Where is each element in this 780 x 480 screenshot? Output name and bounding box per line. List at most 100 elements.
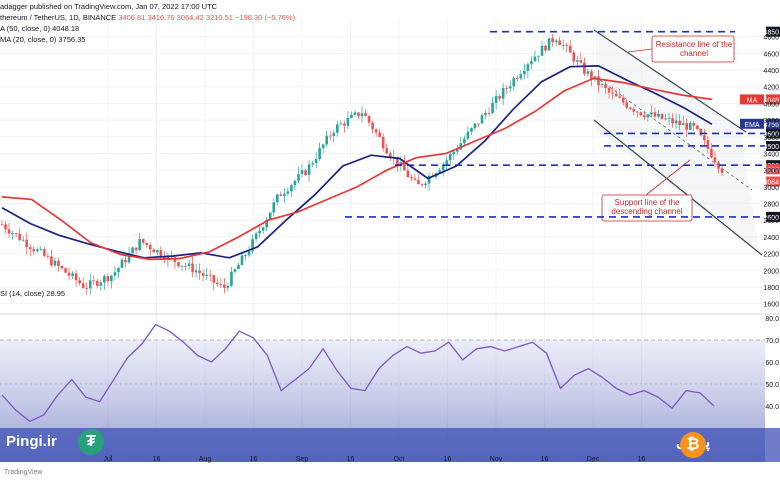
candle-body [600, 84, 604, 86]
candle-body [406, 170, 410, 178]
candle-body [540, 45, 544, 56]
support-line [593, 119, 763, 256]
rsi-tick-label: 80.0 [765, 316, 779, 323]
header-ema20: MA (20, close, 0) 3756.35 [0, 35, 86, 44]
candle-body [572, 52, 576, 62]
price-tag [766, 94, 780, 105]
candle-body [230, 271, 233, 286]
candle-body [681, 123, 685, 125]
candle-body [618, 96, 621, 98]
axes: 4800 4600 4400 4200 4000 3800 3600 3400 3200 3000… [104, 35, 780, 463]
y-tick-label: 2200 [763, 252, 779, 259]
candle-body [304, 170, 307, 175]
y-tick-label: 3600 [763, 135, 779, 142]
candle-body [364, 113, 367, 117]
candle-body [427, 176, 431, 184]
candle-body [706, 140, 710, 149]
candle-body [177, 262, 180, 267]
price-tag-value: 3756 [763, 122, 779, 129]
y-tick-label: 3800 [763, 118, 779, 125]
level-tag [766, 140, 780, 151]
candle-body [7, 229, 11, 234]
candle-body [191, 263, 194, 273]
y-tick-label: 3000 [763, 185, 779, 192]
candle-body [551, 38, 554, 43]
y-tick-label: 3200 [763, 168, 779, 175]
candle-body [607, 88, 611, 93]
candle-body [692, 122, 696, 126]
candles [0, 33, 724, 295]
candle-body [554, 40, 558, 43]
resistance-line [593, 29, 747, 133]
candle-body [561, 44, 565, 46]
candle-body [131, 247, 134, 254]
x-tick-label: 16 [153, 456, 161, 463]
candle-body [244, 255, 247, 257]
candle-body [604, 84, 607, 89]
candle-body [667, 118, 671, 120]
candle-body [628, 107, 632, 109]
header-line1: adagger published on TradingView.com, Ja… [0, 2, 218, 11]
candle-body [360, 113, 364, 117]
candle-body [378, 132, 381, 137]
candle-body [717, 162, 720, 169]
candle-body [533, 56, 537, 62]
candle-body [106, 276, 110, 282]
candle-body [420, 184, 424, 186]
price-tag-value: 3210 [763, 167, 779, 174]
candle-body [385, 148, 389, 154]
candle-body [424, 183, 427, 186]
price-tag-name: EMA [744, 122, 760, 129]
candle-body [325, 135, 329, 145]
candle-body [283, 193, 286, 197]
candle-body [664, 118, 667, 120]
descending-channel [593, 29, 763, 256]
candle-body [452, 151, 456, 155]
candle-body [650, 112, 653, 115]
tradingview-logo: TradingView [4, 469, 43, 476]
candle-body [212, 275, 216, 283]
ohlc-values: 3406.81 3416.76 3064.42 3210.51 −196.30 … [118, 13, 296, 22]
candle-body [350, 114, 353, 118]
candle-body [611, 92, 614, 94]
candle-body [565, 44, 569, 46]
candle-body [81, 283, 85, 288]
y-tick-label: 3400 [763, 151, 779, 158]
candle-body [261, 227, 265, 231]
series-line [1, 65, 713, 259]
y-tick-label: 4200 [763, 85, 779, 92]
candle-body [441, 164, 445, 171]
candle-body [643, 115, 646, 118]
candle-body [466, 131, 470, 139]
y-tick-label: 2000 [763, 268, 779, 275]
candle-body [290, 185, 293, 192]
candle-body [544, 45, 547, 51]
level-tag-label: 2600 [763, 215, 779, 222]
candle-body [265, 219, 269, 228]
candle-body [417, 179, 420, 185]
candle-body [148, 244, 152, 250]
level-tag-label: 3600 [763, 131, 779, 138]
y-tick-label: 2400 [763, 235, 779, 242]
x-tick-label: Nov [490, 456, 503, 463]
candle-body [343, 123, 346, 126]
candle-body [57, 260, 60, 266]
candle-body [279, 194, 283, 197]
resistance-annotation-pointer [627, 48, 653, 53]
pair-label: thereum / TetherUS, 1D, BINANCE [0, 13, 117, 22]
x-tick-label: 16 [347, 456, 355, 463]
candle-body [46, 255, 50, 257]
candle-body [95, 280, 99, 286]
tether-icon: ₮ [78, 429, 104, 455]
candle-body [78, 280, 81, 284]
candle-body [653, 112, 657, 117]
candle-body [145, 242, 149, 245]
candle-body [85, 287, 89, 289]
candle-body [198, 270, 201, 274]
header-pair: thereum / TetherUS, 1D, BINANCE 3406.81 … [0, 13, 295, 22]
candle-body [180, 265, 184, 267]
candle-body [374, 129, 378, 133]
y-tick-label: 4000 [763, 101, 779, 108]
candle-body [505, 88, 509, 89]
candle-body [703, 135, 706, 141]
